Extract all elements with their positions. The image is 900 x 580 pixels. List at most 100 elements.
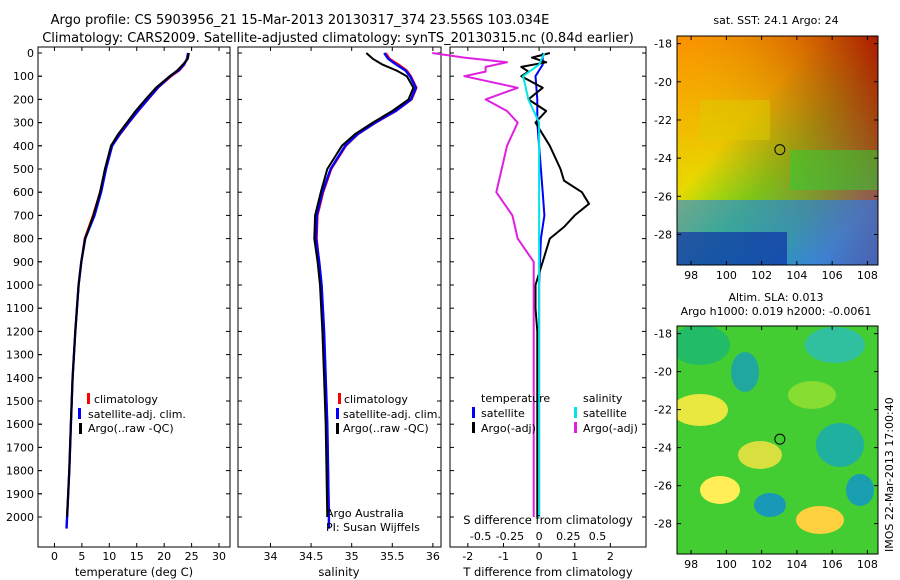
- lat-tick-label: -18: [654, 328, 672, 341]
- legend-swatch-temp-argo: [472, 422, 475, 433]
- program-note: Argo Australia: [326, 507, 404, 520]
- legend-swatch-satellite: [336, 408, 339, 419]
- legend-swatch-argo: [79, 423, 82, 434]
- x-tick-label: 0: [536, 550, 543, 563]
- lat-tick-label: -24: [654, 442, 672, 455]
- series-line-2: [432, 52, 535, 517]
- x-tick-label: 5: [78, 550, 85, 563]
- series-line-1: [314, 52, 417, 529]
- legend-label-sal-argo: Argo(-adj): [583, 422, 638, 435]
- sst-map-axes: -18 -20 -22 -24 -26 -28 98 100 102 104 106 108: [654, 36, 878, 282]
- series-line-2: [522, 52, 546, 517]
- temperature-legend: climatology satellite-adj. clim. Argo(..…: [78, 393, 186, 435]
- lat-tick-label: -20: [654, 76, 672, 89]
- lat-tick-label: -22: [654, 114, 672, 127]
- x-top-tick-label: 0: [536, 530, 543, 543]
- x-tick-label: 0: [51, 550, 58, 563]
- x-tick-label: -1: [498, 550, 509, 563]
- legend-swatch-sal-argo: [574, 422, 577, 433]
- depth-tick-label: 1000: [6, 279, 34, 292]
- x-top-tick-label: 0.25: [556, 530, 581, 543]
- depth-axis: 0 100 200 300 400 500 600 700 800 900 1000 1100 1200…: [6, 47, 646, 524]
- depth-tick-label: 1900: [6, 488, 34, 501]
- x-tick-label: 36: [426, 550, 440, 563]
- x-tick-label: 34: [263, 550, 277, 563]
- sla-map-frame: [676, 325, 879, 555]
- lat-tick-label: -28: [654, 518, 672, 531]
- lat-tick-label: -22: [654, 404, 672, 417]
- lon-tick-label: 98: [684, 269, 698, 282]
- legend-head-salinity: salinity: [583, 392, 623, 405]
- profile-lines: [65, 52, 590, 529]
- x-tick-label: 2: [607, 550, 614, 563]
- lon-tick-label: 100: [716, 269, 737, 282]
- x-tick-label: 34.5: [299, 550, 324, 563]
- depth-tick-label: 1700: [6, 441, 34, 454]
- legend-label-temp-argo: Argo(-adj): [481, 422, 536, 435]
- x-tick-label: 35: [345, 550, 359, 563]
- x-tick-label: 1: [571, 550, 578, 563]
- difference-panel: [449, 46, 647, 548]
- depth-tick-label: 300: [13, 117, 34, 130]
- x-axes: 0 5 10 15 20 25 30 34 34.5 35 35.5 36 -2 -1 0 1 2 -0.5 -0.…: [51, 47, 614, 563]
- imos-timestamp: IMOS 22-Mar-2013 17:00:40: [883, 397, 896, 552]
- legend-swatch-sal-satellite: [574, 407, 577, 418]
- depth-tick-label: 800: [13, 233, 34, 246]
- lat-tick-label: -24: [654, 152, 672, 165]
- lat-tick-label: -28: [654, 228, 672, 241]
- x-tick-label: 10: [102, 550, 116, 563]
- sla-map-axes: -18 -20 -22 -24 -26 -28 98 100 102 104 106 108: [654, 326, 878, 571]
- legend-label-temp-satellite: satellite: [481, 407, 525, 420]
- difference-legend: temperature salinity satellite Argo(-adj…: [472, 392, 638, 435]
- legend-label-sal-satellite: satellite: [583, 407, 627, 420]
- depth-tick-label: 900: [13, 256, 34, 269]
- x-tick-label: 25: [185, 550, 199, 563]
- series-line-1: [313, 52, 415, 518]
- depth-tick-label: 0: [27, 47, 34, 60]
- header-line-2: Climatology: CARS2009. Satellite-adjuste…: [42, 31, 634, 46]
- lon-tick-label: 106: [822, 558, 843, 571]
- lon-tick-label: 108: [857, 269, 878, 282]
- x-top-tick-label: -0.25: [496, 530, 524, 543]
- series-line-0: [66, 52, 190, 518]
- lat-tick-label: -20: [654, 366, 672, 379]
- depth-tick-label: 1400: [6, 372, 34, 385]
- legend-label-climatology: climatology: [344, 393, 408, 406]
- lon-tick-label: 104: [786, 558, 807, 571]
- x-tick-label: 15: [130, 550, 144, 563]
- pi-note: PI: Susan Wijffels: [326, 521, 420, 534]
- lat-tick-label: -26: [654, 480, 672, 493]
- sla-map-title: Altim. SLA: 0.013: [728, 291, 823, 304]
- lat-tick-label: -18: [654, 38, 672, 51]
- x-top-tick-label: -0.5: [470, 530, 491, 543]
- legend-head-temperature: temperature: [481, 392, 550, 405]
- legend-label-climatology: climatology: [94, 393, 158, 406]
- header-line-1: Argo profile: CS 5903956_21 15-Mar-2013 …: [51, 13, 550, 28]
- depth-tick-label: 100: [13, 70, 34, 83]
- depth-tick-label: 700: [13, 209, 34, 222]
- depth-tick-label: 1500: [6, 395, 34, 408]
- sla-map-image: [677, 326, 878, 554]
- float-position-marker: [774, 144, 786, 156]
- legend-swatch-argo: [336, 423, 339, 434]
- legend-swatch-climatology: [338, 393, 341, 404]
- salinity-xlabel: salinity: [318, 565, 359, 579]
- sst-map-frame: [676, 35, 879, 266]
- depth-tick-label: 200: [13, 93, 34, 106]
- legend-swatch-temp-satellite: [472, 407, 475, 418]
- sla-map-subtitle: Argo h1000: 0.019 h2000: -0.0061: [681, 305, 872, 318]
- legend-swatch-satellite: [78, 408, 81, 419]
- depth-tick-label: 2000: [6, 511, 34, 524]
- lon-tick-label: 100: [716, 558, 737, 571]
- x-top-tick-label: 0.5: [589, 530, 607, 543]
- legend-label-satellite: satellite-adj. clim.: [343, 408, 441, 421]
- lon-tick-label: 102: [751, 558, 772, 571]
- depth-tick-label: 1800: [6, 465, 34, 478]
- depth-tick-label: 400: [13, 140, 34, 153]
- x-tick-label: 20: [157, 550, 171, 563]
- depth-tick-label: 1300: [6, 349, 34, 362]
- salinity-legend: climatology satellite-adj. clim. Argo(..…: [336, 393, 441, 435]
- lon-tick-label: 106: [822, 269, 843, 282]
- lon-tick-label: 108: [857, 558, 878, 571]
- legend-label-satellite: satellite-adj. clim.: [88, 408, 186, 421]
